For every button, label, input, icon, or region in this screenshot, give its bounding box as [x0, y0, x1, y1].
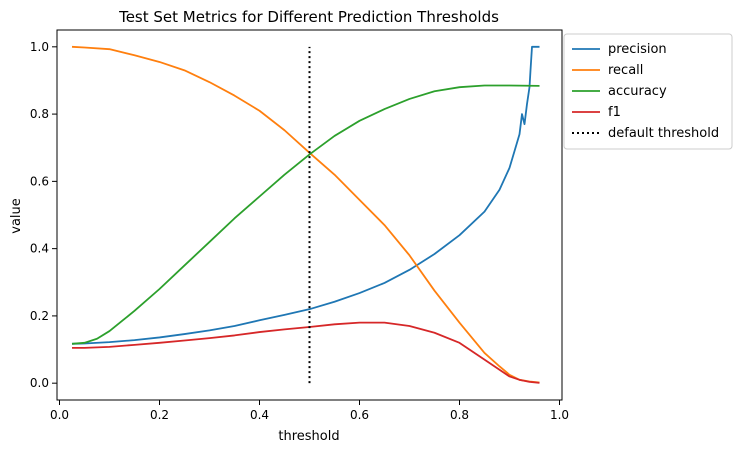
- series-line-f1: [72, 321, 540, 384]
- legend-label: recall: [608, 63, 643, 78]
- series-line-recall: [71, 45, 540, 384]
- series-layer: [71, 45, 540, 384]
- x-tick-label: 1.0: [550, 408, 569, 422]
- legend-label: f1: [608, 105, 621, 120]
- axes-layer: 0.0 0.2 0.4 0.6 0.8 1.0 0.0 0.2 0.4 0.6 0.8 1.0: [30, 29, 569, 422]
- legend: precision recall accuracy f1 default thresho…: [563, 33, 733, 150]
- legend-label: default threshold: [608, 126, 719, 141]
- x-tick-label: 0.6: [350, 408, 369, 422]
- legend-box: [563, 33, 733, 150]
- legend-label: precision: [608, 42, 667, 57]
- x-tick-label: 0.2: [150, 408, 169, 422]
- x-tick-label: 0.4: [250, 408, 269, 422]
- legend-label: accuracy: [608, 84, 667, 99]
- y-tick-label: 0.4: [30, 242, 49, 256]
- y-tick-label: 0.8: [30, 107, 49, 121]
- x-tick-label: 0.8: [450, 408, 469, 422]
- y-tick-label: 0.6: [30, 174, 49, 188]
- series-line-precision: [71, 45, 540, 345]
- x-axis-label: threshold: [278, 429, 339, 444]
- y-tick-label: 0.0: [30, 376, 49, 390]
- plot-frame: [56, 29, 563, 401]
- y-axis-label: value: [9, 198, 24, 234]
- chart-title: Test Set Metrics for Different Predictio…: [118, 8, 499, 26]
- y-tick-label: 1.0: [30, 40, 49, 54]
- x-tick-label: 0.0: [50, 408, 69, 422]
- series-line-accuracy: [71, 84, 540, 345]
- y-tick-label: 0.2: [30, 309, 49, 323]
